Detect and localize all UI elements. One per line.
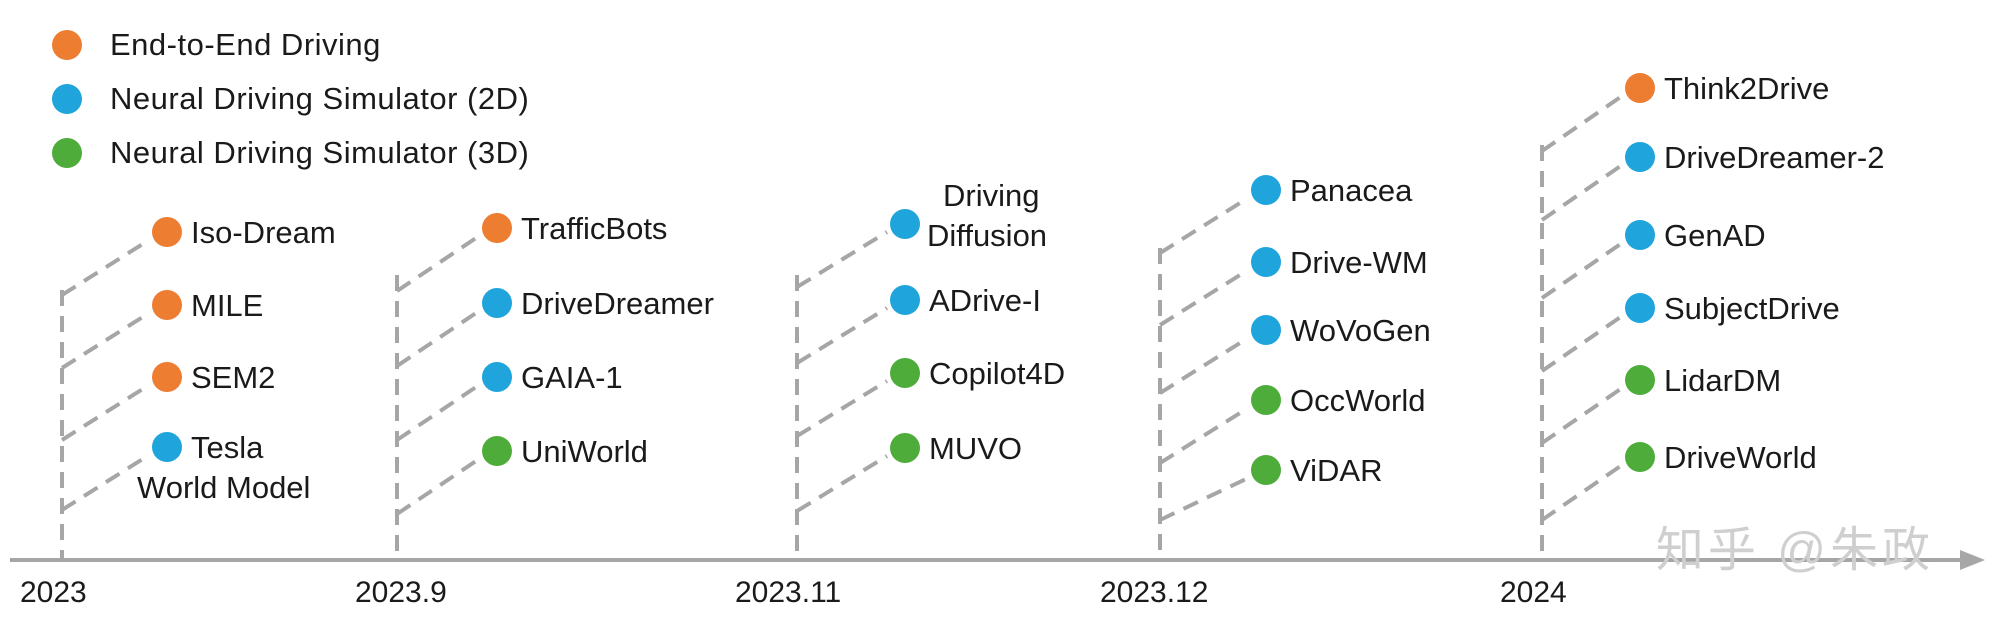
watermark: 知乎 @朱政	[1655, 524, 1934, 577]
period-label: 2024	[1500, 576, 1567, 609]
item-dot-icon	[1251, 385, 1281, 415]
branch-connector	[1540, 241, 1624, 300]
branch-connector	[795, 379, 889, 438]
branch-connector	[1158, 196, 1250, 255]
item-label: Driving Diffusion	[927, 178, 1047, 253]
branch-connector	[795, 454, 889, 513]
item-label: GenAD	[1664, 218, 1766, 253]
period-label: 2023.12	[1100, 576, 1208, 609]
legend-label: End-to-End Driving	[110, 27, 381, 62]
item-dot-icon	[1251, 455, 1281, 485]
item-dot-icon	[1251, 175, 1281, 205]
branch-connector	[1158, 406, 1250, 465]
branch-connector	[395, 457, 481, 516]
item-label: ViDAR	[1290, 453, 1382, 488]
period-group: 2023.12 Panacea Drive-WM WoVoGen OccWorld ViD…	[1100, 173, 1431, 609]
item-dot-icon	[152, 290, 182, 320]
branch-connector	[795, 230, 889, 289]
period-label: 2023.11	[735, 576, 841, 609]
branch-connector	[795, 306, 889, 365]
item-label: OccWorld	[1290, 383, 1426, 418]
legend-item-sim-3d: Neural Driving Simulator (3D)	[52, 126, 529, 180]
green-dot-icon	[52, 138, 82, 168]
branch-connector	[1540, 163, 1624, 222]
item-label: MILE	[191, 288, 263, 323]
legend: End-to-End Driving Neural Driving Simula…	[52, 18, 529, 180]
branch-connector	[1540, 386, 1624, 445]
item-label: Iso-Dream	[191, 215, 336, 250]
branch-connector	[1158, 268, 1250, 327]
branch-connector	[60, 238, 151, 297]
item-dot-icon	[152, 362, 182, 392]
item-label: WoVoGen	[1290, 313, 1431, 348]
item-dot-icon	[1625, 220, 1655, 250]
item-dot-icon	[890, 209, 920, 239]
period-label: 2023.9	[355, 576, 447, 609]
item-dot-icon	[482, 362, 512, 392]
branch-connector	[1540, 94, 1624, 153]
branch-connector	[395, 309, 481, 368]
item-dot-icon	[890, 433, 920, 463]
item-label: TrafficBots	[521, 211, 667, 246]
branch-connector	[1540, 463, 1624, 522]
item-dot-icon	[1625, 73, 1655, 103]
item-dot-icon	[1625, 142, 1655, 172]
item-label: Panacea	[1290, 173, 1413, 208]
blue-dot-icon	[52, 84, 82, 114]
branch-connector	[1158, 336, 1250, 395]
item-dot-icon	[1625, 293, 1655, 323]
item-dot-icon	[482, 436, 512, 466]
item-label: Tesla World Model	[137, 430, 310, 505]
item-label: Copilot4D	[929, 356, 1065, 391]
branch-connector	[1540, 314, 1624, 373]
item-label: DriveDreamer	[521, 286, 714, 321]
period-group: 2024 Think2Drive DriveDreamer-2 GenAD Subjec…	[1500, 71, 1884, 609]
item-label-line: Driving	[943, 178, 1039, 213]
item-dot-icon	[1251, 247, 1281, 277]
item-label: DriveWorld	[1664, 440, 1817, 475]
item-dot-icon	[1625, 442, 1655, 472]
item-label: GAIA-1	[521, 360, 623, 395]
legend-item-sim-2d: Neural Driving Simulator (2D)	[52, 72, 529, 126]
branch-connector	[60, 383, 151, 442]
branch-connector	[60, 311, 151, 370]
branch-connector	[60, 453, 151, 512]
item-label: UniWorld	[521, 434, 648, 469]
period-group: 2023.11 Driving Diffusion ADrive-I Copilot4D…	[735, 178, 1065, 609]
legend-label: Neural Driving Simulator (2D)	[110, 81, 530, 116]
item-dot-icon	[482, 213, 512, 243]
item-dot-icon	[1625, 365, 1655, 395]
period-label: 2023	[20, 576, 87, 609]
period-group: 2023 Iso-Dream MILE SEM2 Tesla World Model	[20, 215, 336, 609]
branch-connector	[395, 383, 481, 442]
branch-connector	[1159, 476, 1249, 522]
branch-connector	[395, 234, 481, 293]
time-axis-arrow-icon	[1960, 550, 1985, 570]
legend-item-end-to-end: End-to-End Driving	[52, 18, 529, 72]
item-label: LidarDM	[1664, 363, 1781, 398]
item-label: DriveDreamer-2	[1664, 140, 1884, 175]
item-dot-icon	[152, 217, 182, 247]
item-label-line: Diffusion	[927, 218, 1047, 253]
item-label: ADrive-I	[929, 283, 1041, 318]
item-label-line: Tesla	[191, 430, 264, 465]
legend-label: Neural Driving Simulator (3D)	[110, 135, 530, 170]
item-dot-icon	[152, 432, 182, 462]
item-label: Drive-WM	[1290, 245, 1428, 280]
item-dot-icon	[890, 358, 920, 388]
item-dot-icon	[482, 288, 512, 318]
item-label: Think2Drive	[1664, 71, 1829, 106]
orange-dot-icon	[52, 30, 82, 60]
item-label: MUVO	[929, 431, 1022, 466]
item-label: SubjectDrive	[1664, 291, 1840, 326]
period-group: 2023.9 TrafficBots DriveDreamer GAIA-1 UniWo…	[355, 211, 714, 609]
item-dot-icon	[890, 285, 920, 315]
item-dot-icon	[1251, 315, 1281, 345]
item-label-line: World Model	[137, 470, 310, 505]
item-label: SEM2	[191, 360, 275, 395]
